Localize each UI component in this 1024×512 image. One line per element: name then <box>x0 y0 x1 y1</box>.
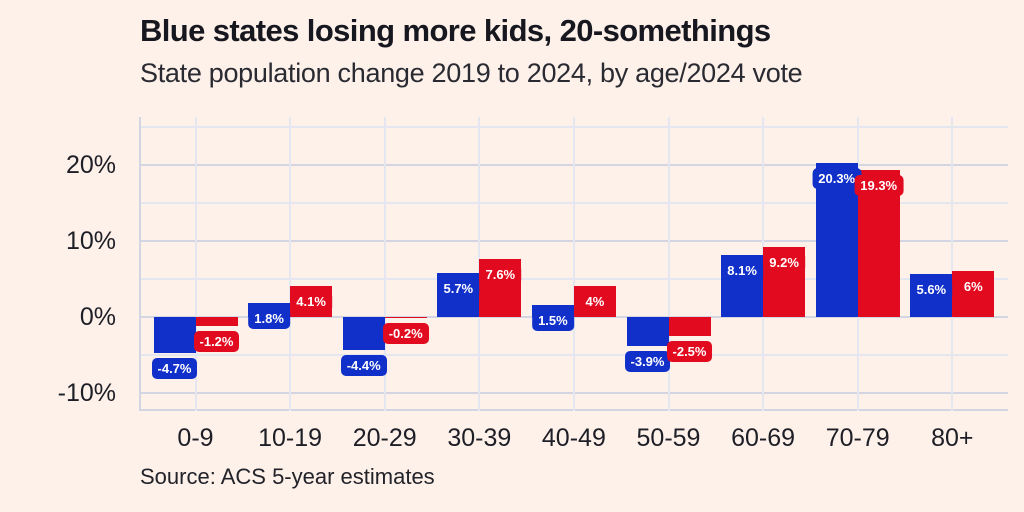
bar-value-label: 19.3% <box>854 175 904 197</box>
source-note: Source: ACS 5-year estimates <box>140 464 435 489</box>
bar-value-label: -1.2% <box>193 330 240 352</box>
bar-value-label: 4% <box>579 291 611 313</box>
x-tick-label: 20-29 <box>352 424 417 452</box>
x-tick-label: 0-9 <box>177 424 214 452</box>
bar-red <box>195 316 238 326</box>
bar-value-label: 9.2% <box>763 251 805 273</box>
bar-value-label: 20.3% <box>812 167 862 189</box>
y-tick-label: 20% <box>65 150 116 179</box>
y-axis-line <box>139 117 141 411</box>
gridline-vertical <box>667 117 670 411</box>
plot-area: -4.7% 1.8% -4.4% 5.7% 1.5% -3.9% 8.1% 20.3% 5.6%… <box>139 117 1008 411</box>
x-tick-label: 50-59 <box>636 424 701 452</box>
bar-blue <box>153 316 196 353</box>
bar-value-label: 4.1% <box>290 290 332 312</box>
bar-value-label: -4.7% <box>151 357 198 379</box>
x-tick-label: 40-49 <box>541 424 606 452</box>
bar-value-label: -0.2% <box>382 323 429 345</box>
gridline-vertical <box>951 117 954 411</box>
gridline-vertical <box>572 117 575 411</box>
chart-subtitle: State population change 2019 to 2024, by… <box>140 58 803 88</box>
bar-value-label: -2.5% <box>666 340 713 362</box>
bar-value-label: -4.4% <box>340 355 387 377</box>
x-tick-label: 70-79 <box>825 424 890 452</box>
bar-red <box>668 316 711 336</box>
chart-title: Blue states losing more kids, 20-somethi… <box>140 13 771 48</box>
gridline-vertical <box>194 117 197 411</box>
x-tick-label: 10-19 <box>258 424 323 452</box>
y-tick-label: 0% <box>79 302 116 331</box>
x-tick-label: 60-69 <box>731 424 796 452</box>
bar-value-label: 8.1% <box>721 260 763 282</box>
bar-value-label: 6% <box>957 276 989 298</box>
bar-value-label: 7.6% <box>479 264 522 286</box>
bar-value-label: 1.5% <box>532 310 574 332</box>
bar-blue <box>626 316 669 347</box>
gridline-vertical <box>383 117 386 411</box>
bar-value-label: 1.8% <box>248 308 290 330</box>
y-tick-label: -10% <box>57 378 116 407</box>
bar-value-label: 5.7% <box>437 278 480 300</box>
bar-value-label: 5.6% <box>910 279 953 301</box>
bar-value-label: -3.9% <box>624 351 671 373</box>
x-tick-label: 80+ <box>931 424 974 452</box>
y-tick-label: 10% <box>65 226 116 255</box>
bar-red <box>384 316 427 319</box>
bar-blue <box>342 316 385 351</box>
x-tick-label: 30-39 <box>447 424 512 452</box>
gridline-vertical <box>289 117 292 411</box>
